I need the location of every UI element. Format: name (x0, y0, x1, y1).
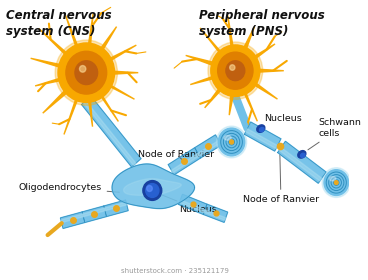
Polygon shape (82, 96, 141, 167)
Polygon shape (229, 87, 235, 115)
Polygon shape (179, 194, 207, 214)
Circle shape (230, 65, 235, 70)
Polygon shape (228, 16, 234, 54)
Polygon shape (240, 27, 255, 56)
Polygon shape (102, 45, 136, 65)
Polygon shape (83, 208, 105, 217)
Polygon shape (95, 27, 117, 58)
Polygon shape (198, 141, 220, 156)
Circle shape (211, 45, 260, 96)
Polygon shape (66, 15, 81, 55)
Circle shape (218, 52, 253, 89)
Text: Nucleus: Nucleus (261, 114, 301, 126)
Polygon shape (279, 148, 322, 181)
Polygon shape (112, 164, 195, 209)
Polygon shape (31, 58, 69, 70)
Polygon shape (251, 69, 284, 73)
Polygon shape (190, 74, 220, 85)
Text: Oligodendrocytes: Oligodendrocytes (18, 183, 119, 192)
Ellipse shape (224, 136, 231, 140)
Ellipse shape (329, 176, 336, 181)
Text: Peripheral nervous
system (PNS): Peripheral nervous system (PNS) (199, 9, 325, 38)
Circle shape (143, 181, 162, 200)
Circle shape (146, 184, 159, 197)
Circle shape (79, 66, 86, 72)
Circle shape (216, 126, 247, 158)
Polygon shape (105, 202, 127, 211)
Text: Central nervous
system (CNS): Central nervous system (CNS) (6, 9, 112, 38)
Circle shape (208, 42, 263, 99)
Polygon shape (64, 90, 81, 134)
Circle shape (55, 40, 117, 105)
Polygon shape (168, 148, 201, 175)
Polygon shape (102, 81, 134, 99)
Polygon shape (195, 135, 221, 158)
Polygon shape (61, 214, 83, 223)
Circle shape (226, 61, 245, 81)
Polygon shape (180, 200, 205, 212)
Polygon shape (246, 129, 277, 149)
Polygon shape (205, 82, 226, 108)
Polygon shape (105, 71, 138, 75)
Circle shape (218, 128, 245, 156)
Ellipse shape (259, 127, 264, 132)
Text: Node of Ranvier: Node of Ranvier (243, 149, 319, 204)
Text: Nucleus: Nucleus (156, 193, 216, 214)
Circle shape (66, 51, 107, 94)
Polygon shape (39, 29, 74, 61)
Polygon shape (124, 179, 181, 195)
Polygon shape (248, 78, 277, 99)
Polygon shape (43, 84, 74, 113)
Polygon shape (104, 200, 128, 216)
Polygon shape (200, 28, 226, 59)
Polygon shape (248, 44, 275, 63)
Polygon shape (171, 153, 199, 173)
Polygon shape (87, 92, 92, 127)
Polygon shape (96, 88, 118, 122)
Circle shape (58, 43, 114, 102)
Polygon shape (278, 141, 326, 183)
Polygon shape (87, 13, 93, 54)
Text: Node of Ranvier: Node of Ranvier (138, 150, 214, 160)
Polygon shape (82, 206, 106, 223)
Polygon shape (244, 122, 281, 151)
Ellipse shape (301, 153, 305, 157)
Circle shape (230, 140, 234, 144)
Circle shape (335, 181, 338, 185)
Polygon shape (60, 212, 85, 228)
Polygon shape (35, 76, 69, 86)
Text: shutterstock.com · 235121179: shutterstock.com · 235121179 (121, 268, 229, 274)
Text: Schwann
cells: Schwann cells (308, 118, 361, 150)
Ellipse shape (298, 151, 306, 158)
Circle shape (75, 61, 98, 85)
Polygon shape (186, 55, 220, 68)
Polygon shape (204, 210, 226, 220)
Circle shape (322, 168, 350, 197)
Ellipse shape (257, 125, 265, 132)
Polygon shape (204, 204, 228, 222)
Polygon shape (241, 85, 257, 121)
Circle shape (324, 170, 348, 195)
Circle shape (147, 186, 152, 192)
Polygon shape (84, 101, 136, 165)
